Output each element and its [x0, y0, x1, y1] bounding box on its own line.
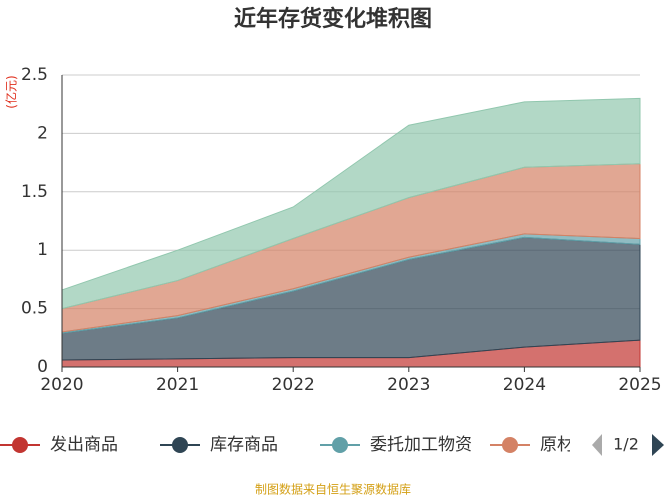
y-unit: (亿元): [4, 75, 19, 108]
y-tick-label: 0: [37, 357, 48, 377]
legend-prev[interactable]: [592, 434, 602, 456]
legend-marker: [502, 437, 518, 453]
source: 制图数据来自恒生聚源数据库: [255, 482, 411, 497]
legend-marker: [332, 437, 348, 453]
x-tick-label: 2020: [40, 375, 83, 395]
x-tick-label: 2022: [272, 375, 315, 395]
x-tick-label: 2024: [503, 375, 546, 395]
x-tick-label: 2023: [387, 375, 430, 395]
y-tick-label: 1: [37, 240, 48, 260]
legend-label: 委托加工物资: [370, 435, 472, 455]
legend-label: 库存商品: [210, 435, 278, 455]
y-tick-label: 1.5: [21, 182, 48, 202]
legend-marker: [172, 437, 188, 453]
legend-label: 原材: [540, 435, 574, 455]
area: [61, 97, 641, 310]
legend: 发出商品 库存商品 委托加工物资 原材: [0, 435, 574, 455]
x-tick-label: 2025: [618, 375, 661, 395]
legend-next[interactable]: [652, 434, 664, 456]
legend-label: 发出商品: [50, 435, 118, 455]
y-tick-label: 2: [37, 123, 48, 143]
chart-title: 近年存货变化堆积图: [234, 6, 432, 32]
y-tick-label: 0.5: [21, 299, 48, 319]
legend-marker: [12, 437, 28, 453]
y-tick-label: 2.5: [21, 65, 48, 85]
x-tick-label: 2021: [156, 375, 199, 395]
legend-page: 1/2: [613, 435, 639, 454]
